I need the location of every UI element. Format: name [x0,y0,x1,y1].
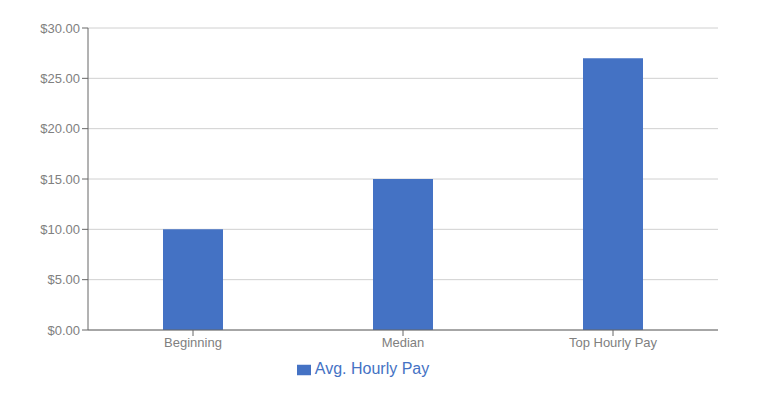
html-text:Avg. Hourly Pay: Avg. Hourly Pay [314,360,430,377]
svg-text:$10.00: $10.00 [40,222,80,237]
svg-text:Median: Median [382,335,425,350]
svg-text:$5.00: $5.00 [47,272,80,287]
svg-text:Top Hourly Pay: Top Hourly Pay [569,335,658,350]
svg-text:$15.00: $15.00 [40,172,80,187]
svg-text:$0.00: $0.00 [47,323,80,338]
svg-text:Beginning: Beginning [164,335,222,350]
svg-text:$25.00: $25.00 [40,71,80,86]
svg-text:$20.00: $20.00 [40,121,80,136]
svg-text:$30.00: $30.00 [40,21,80,36]
